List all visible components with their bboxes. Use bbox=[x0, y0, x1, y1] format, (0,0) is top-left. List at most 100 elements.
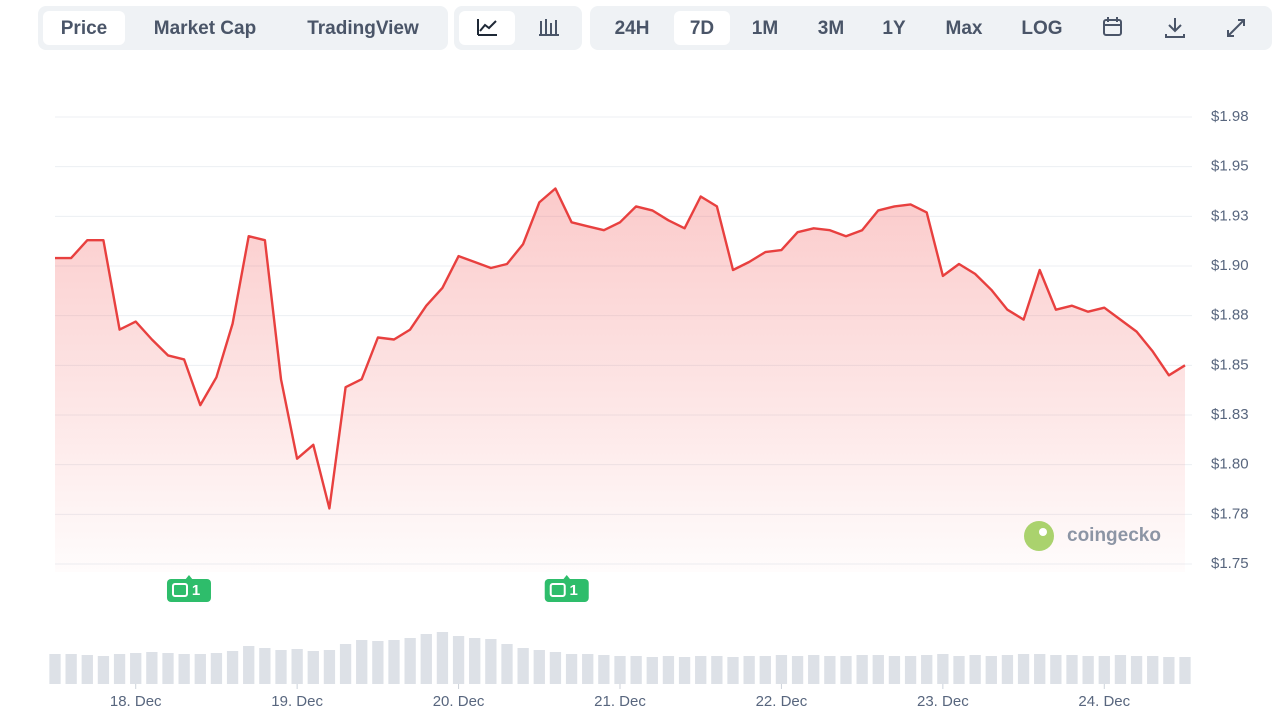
volume-bar bbox=[678, 657, 691, 684]
y-tick-label: $1.80 bbox=[1211, 456, 1249, 473]
volume-bar bbox=[162, 653, 174, 684]
volume-bar bbox=[904, 656, 917, 684]
y-tick-label: $1.90 bbox=[1211, 257, 1249, 274]
marker-pointer bbox=[562, 575, 571, 580]
line-chart-button[interactable] bbox=[459, 11, 515, 45]
news-marker[interactable]: 1 bbox=[166, 575, 211, 602]
volume-bar bbox=[307, 651, 319, 684]
marker-pointer bbox=[184, 575, 193, 580]
y-tick-label: $1.95 bbox=[1211, 158, 1249, 175]
volume-bar bbox=[65, 654, 77, 684]
volume-bar bbox=[630, 656, 642, 684]
watermark-logo-eye bbox=[1039, 528, 1047, 536]
volume-bar bbox=[565, 654, 578, 684]
news-icon bbox=[171, 583, 188, 597]
active-range bbox=[674, 11, 730, 45]
view-tab[interactable]: Price bbox=[61, 18, 107, 39]
volume-bar bbox=[985, 656, 997, 684]
volume-bar bbox=[146, 652, 158, 684]
volume-bar bbox=[824, 656, 836, 684]
volume-bar bbox=[243, 646, 255, 684]
range-tab[interactable]: 3M bbox=[818, 18, 844, 39]
y-tick-label: $1.93 bbox=[1211, 207, 1249, 224]
active-tab bbox=[43, 11, 125, 45]
toolbar: Price Market Cap TradingView 24H 7D 1M 3M 1Y Max… bbox=[38, 6, 1272, 50]
volume-bar bbox=[1179, 657, 1191, 684]
watermark: coingecko bbox=[1067, 525, 1161, 546]
volume-bar bbox=[1147, 656, 1159, 684]
volume-bar bbox=[372, 641, 384, 684]
y-tick-label: $1.85 bbox=[1211, 356, 1249, 373]
volume-bar bbox=[856, 655, 868, 684]
volume-bar bbox=[759, 656, 771, 684]
volume-bar bbox=[49, 654, 61, 684]
x-tick-label: 20. Dec bbox=[433, 693, 485, 710]
volume-bar bbox=[1114, 655, 1127, 684]
volume-bar bbox=[743, 656, 755, 684]
volume-bar bbox=[501, 644, 513, 684]
volume-bar bbox=[469, 638, 481, 684]
range-tab[interactable]: LOG bbox=[1021, 18, 1062, 39]
volume-bar bbox=[275, 650, 287, 684]
fullscreen-icon[interactable] bbox=[1227, 19, 1245, 37]
watermark-logo bbox=[1024, 521, 1054, 551]
news-icon bbox=[549, 583, 566, 597]
volume-bar bbox=[921, 655, 933, 684]
volume-bar bbox=[598, 655, 610, 684]
range-tab[interactable]: 1Y bbox=[882, 18, 906, 39]
view-group bbox=[38, 6, 448, 50]
calendar-icon[interactable] bbox=[1103, 17, 1122, 36]
view-tab[interactable]: TradingView bbox=[307, 18, 419, 39]
volume-bar bbox=[388, 640, 400, 684]
volume-bar bbox=[210, 653, 223, 684]
range-tab[interactable]: 1M bbox=[752, 18, 778, 39]
volume-bar bbox=[404, 638, 416, 684]
y-tick-label: $1.75 bbox=[1211, 555, 1249, 572]
volume-bar bbox=[937, 654, 949, 684]
volume-bar bbox=[969, 655, 981, 684]
candle-icon[interactable] bbox=[539, 19, 559, 36]
volume-bar bbox=[614, 656, 626, 684]
volume-bar bbox=[452, 636, 465, 684]
volume-bar bbox=[808, 655, 820, 684]
volume-bar bbox=[291, 649, 303, 684]
range-tab[interactable]: Max bbox=[946, 18, 983, 39]
volume-bar bbox=[1082, 656, 1094, 684]
volume-bar bbox=[356, 640, 368, 684]
volume-bar bbox=[323, 650, 336, 684]
volume-bar bbox=[259, 648, 271, 684]
volume-bar bbox=[517, 648, 529, 684]
volume-bar bbox=[178, 654, 190, 684]
volume-bar bbox=[1130, 656, 1143, 684]
volume-bar bbox=[662, 656, 675, 684]
volume-bar bbox=[791, 656, 804, 684]
y-tick-label: $1.98 bbox=[1211, 108, 1249, 125]
x-tick-label: 18. Dec bbox=[110, 693, 162, 710]
volume-bar bbox=[953, 656, 965, 684]
volume-bar bbox=[533, 650, 545, 684]
volume-bar bbox=[194, 654, 206, 684]
volume-bar bbox=[420, 634, 432, 684]
volume-bar bbox=[1017, 654, 1030, 684]
news-marker[interactable]: 1 bbox=[544, 575, 589, 602]
download-icon[interactable] bbox=[1165, 18, 1185, 38]
x-tick-label: 22. Dec bbox=[756, 693, 808, 710]
y-tick-label: $1.83 bbox=[1211, 406, 1249, 423]
volume-bar bbox=[1163, 657, 1175, 684]
marker-count: 1 bbox=[192, 582, 200, 599]
volume-bar bbox=[727, 657, 739, 684]
range-tab[interactable]: 24H bbox=[615, 18, 650, 39]
range-tab[interactable]: 7D bbox=[690, 18, 714, 39]
volume-bar bbox=[1050, 655, 1062, 684]
volume-bar bbox=[1001, 655, 1014, 684]
view-tab[interactable]: Market Cap bbox=[154, 18, 256, 39]
volume-bar bbox=[1066, 655, 1078, 684]
volume-bar bbox=[646, 657, 658, 684]
volume-bar bbox=[840, 656, 852, 684]
volume-bar bbox=[1098, 656, 1110, 684]
volume-bar bbox=[695, 656, 707, 684]
price-line bbox=[55, 187, 1186, 510]
volume-bar bbox=[113, 654, 126, 684]
x-tick-label: 23. Dec bbox=[917, 693, 969, 710]
